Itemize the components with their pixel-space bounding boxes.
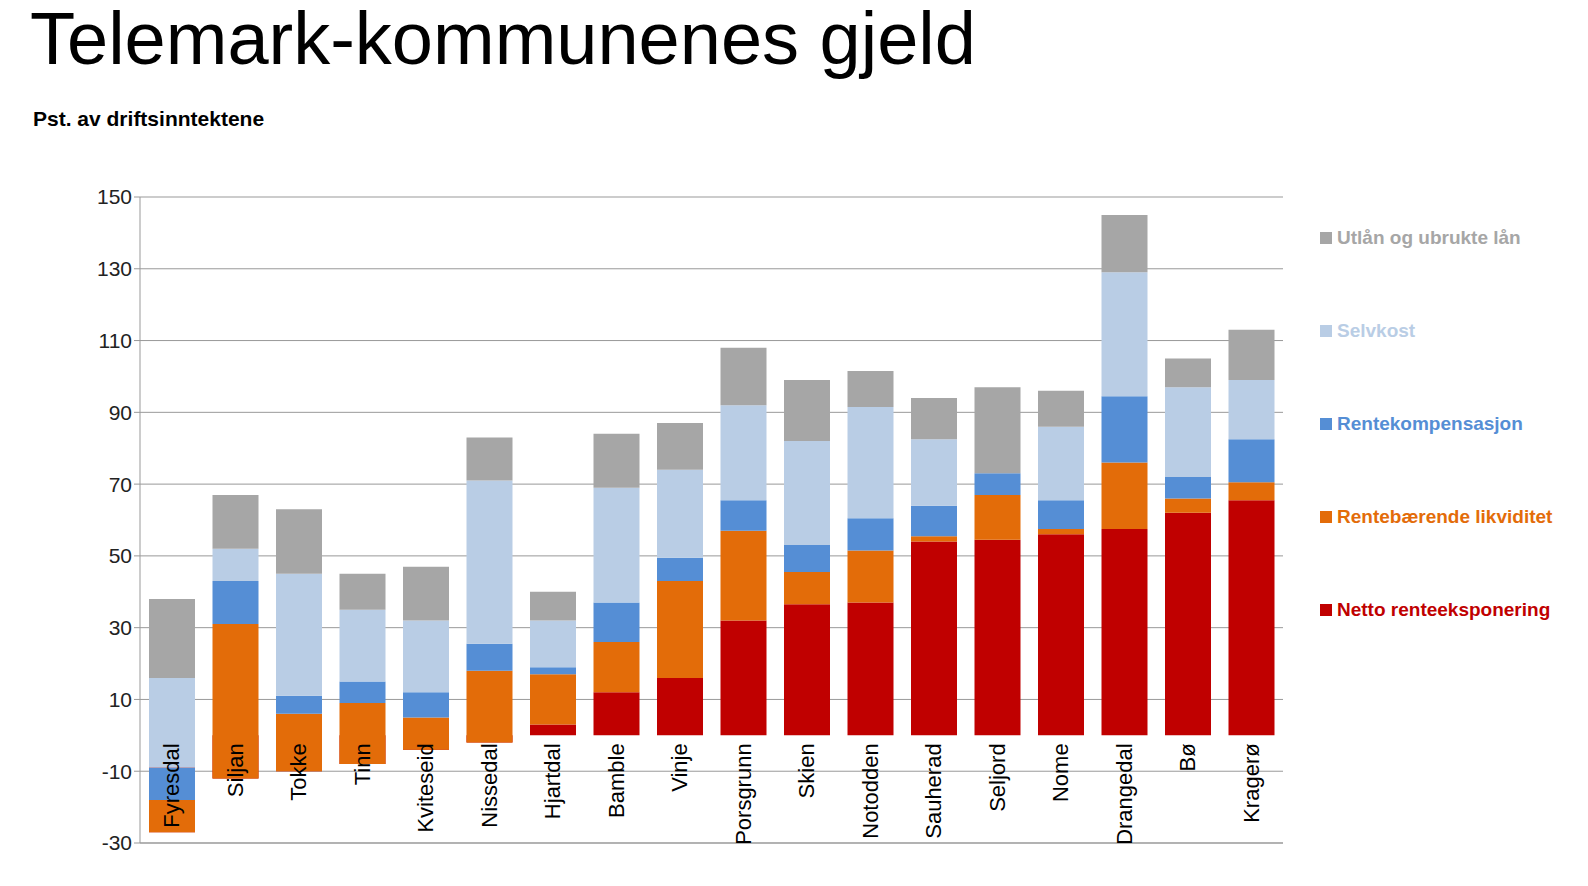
svg-text:Vinje: Vinje — [667, 743, 692, 792]
svg-text:Nissedal: Nissedal — [477, 743, 502, 827]
svg-text:Skien: Skien — [794, 743, 819, 798]
svg-text:-30: -30 — [102, 831, 132, 854]
svg-text:Tinn: Tinn — [350, 743, 375, 785]
svg-text:Bø: Bø — [1175, 743, 1200, 771]
html-text:Rentekompensasjon: Rentekompensasjon — [1337, 413, 1523, 434]
svg-text:Tokke: Tokke — [286, 743, 311, 800]
svg-text:Siljan: Siljan — [223, 743, 248, 797]
svg-text:90: 90 — [109, 401, 132, 424]
html-text:Pst. av driftsinntektene: Pst. av driftsinntektene — [33, 107, 265, 130]
svg-text:Drangedal: Drangedal — [1112, 743, 1137, 845]
svg-text:Porsgrunn: Porsgrunn — [731, 743, 756, 845]
svg-text:50: 50 — [109, 544, 132, 567]
svg-text:Notodden: Notodden — [858, 743, 883, 838]
svg-text:150: 150 — [97, 185, 132, 208]
svg-text:Nome: Nome — [1048, 743, 1073, 802]
svg-text:Fyresdal: Fyresdal — [159, 743, 184, 827]
html-text:Netto renteeksponering: Netto renteeksponering — [1337, 599, 1551, 620]
svg-text:130: 130 — [97, 257, 132, 280]
html-text:Utlån og ubrukte lån: Utlån og ubrukte lån — [1337, 227, 1521, 248]
html-text:Rentebærende likviditet: Rentebærende likviditet — [1337, 506, 1553, 527]
svg-text:Seljord: Seljord — [985, 743, 1010, 811]
svg-text:-10: -10 — [102, 760, 132, 783]
svg-text:Bamble: Bamble — [604, 743, 629, 818]
svg-text:110: 110 — [99, 329, 132, 352]
svg-text:Kviteseid: Kviteseid — [413, 743, 438, 832]
svg-text:70: 70 — [109, 473, 132, 496]
svg-text:Kragerø: Kragerø — [1239, 743, 1264, 822]
svg-text:30: 30 — [109, 616, 132, 639]
html-text:Selvkost: Selvkost — [1337, 320, 1416, 341]
svg-text:Hjartdal: Hjartdal — [540, 743, 565, 819]
svg-text:10: 10 — [109, 688, 132, 711]
svg-text:Sauherad: Sauherad — [921, 743, 946, 838]
